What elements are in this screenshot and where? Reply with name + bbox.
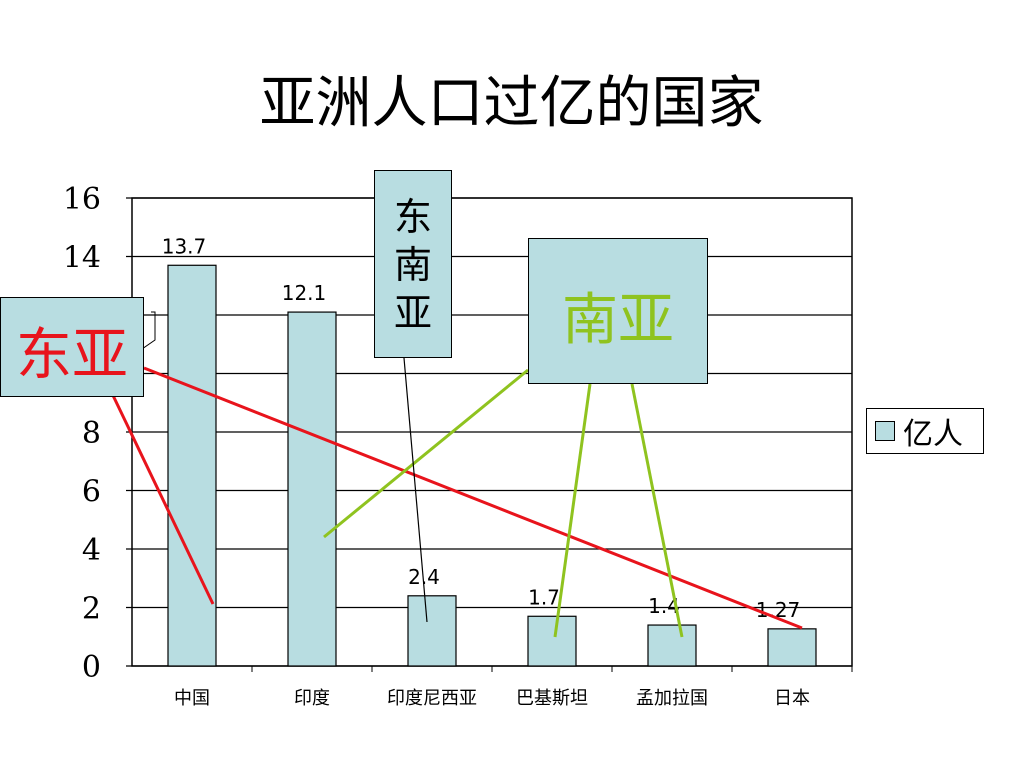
- callout-southeast-asia: 东 南 亚: [374, 170, 452, 358]
- x-tick-label: 中国: [174, 688, 210, 709]
- x-tick-label: 孟加拉国: [636, 688, 708, 709]
- x-tick-label: 日本: [774, 688, 810, 709]
- east-asia-connector: [106, 384, 215, 605]
- x-tick-label: 印度尼西亚: [387, 688, 477, 709]
- callout-southeast-asia-char: 亚: [393, 291, 432, 335]
- bar: [287, 311, 337, 667]
- south-asia-connector: [630, 383, 684, 638]
- chart-title: 亚洲人口过亿的国家: [259, 71, 764, 136]
- y-tick-label: 6: [82, 475, 101, 510]
- bars: [167, 264, 817, 667]
- legend: 亿人: [866, 408, 984, 454]
- bar: [167, 264, 217, 667]
- data-label: 12.1: [282, 281, 327, 305]
- south-asia-connector: [553, 383, 592, 638]
- y-tick-label: 2: [82, 592, 101, 627]
- bar: [767, 628, 817, 667]
- east-asia-connector: [143, 366, 803, 630]
- y-tick-label: 8: [82, 416, 101, 451]
- data-label: 1.7: [528, 585, 560, 609]
- x-axis-ticks: 中国 印度 印度尼西亚 巴基斯坦 孟加拉国 日本: [174, 666, 853, 709]
- data-label: 13.7: [162, 234, 207, 258]
- callout-east-asia: 东亚: [0, 297, 144, 397]
- gridlines: [126, 197, 853, 667]
- y-axis-ticks: 0246810121416: [63, 182, 101, 685]
- y-tick-label: 16: [63, 182, 101, 217]
- y-tick-label: 4: [82, 533, 101, 568]
- southeast-asia-connector: [403, 357, 428, 623]
- callout-south-asia: 南亚: [528, 238, 708, 384]
- south-asia-connector: [323, 368, 529, 539]
- callout-southeast-asia-char: 东: [393, 195, 432, 239]
- y-tick-label: 14: [63, 241, 101, 276]
- annotation-lines: [106, 311, 803, 638]
- x-tick-label: 巴基斯坦: [516, 688, 588, 709]
- y-tick-label: 0: [82, 650, 101, 685]
- bar: [647, 624, 697, 667]
- bar: [407, 595, 457, 667]
- x-tick-label: 印度: [294, 688, 330, 709]
- legend-swatch: [875, 421, 895, 441]
- bar: [527, 615, 577, 667]
- callout-southeast-asia-char: 南: [393, 243, 432, 287]
- legend-label: 亿人: [903, 417, 963, 452]
